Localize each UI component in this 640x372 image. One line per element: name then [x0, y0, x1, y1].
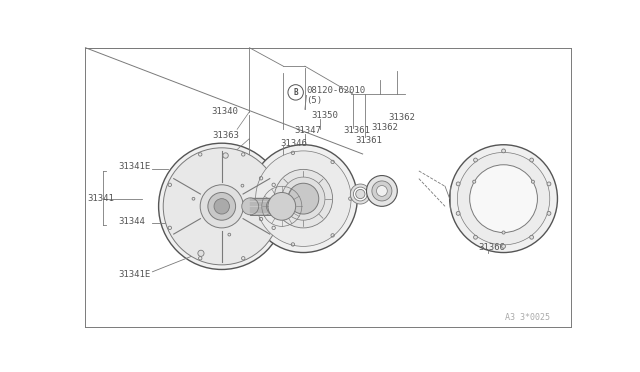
Circle shape: [458, 153, 550, 245]
Circle shape: [547, 182, 551, 186]
Circle shape: [367, 176, 397, 206]
Circle shape: [214, 199, 230, 214]
Circle shape: [198, 250, 204, 256]
Circle shape: [208, 192, 236, 220]
Text: 31363: 31363: [212, 131, 239, 140]
Circle shape: [372, 181, 392, 201]
Circle shape: [266, 198, 284, 215]
Circle shape: [242, 198, 259, 215]
Text: 31366: 31366: [478, 243, 505, 253]
Circle shape: [502, 244, 506, 248]
Circle shape: [200, 185, 243, 228]
Circle shape: [223, 153, 228, 158]
Circle shape: [450, 145, 557, 253]
Circle shape: [353, 187, 367, 201]
Circle shape: [531, 180, 534, 183]
Circle shape: [274, 169, 333, 228]
Circle shape: [547, 211, 551, 215]
Circle shape: [282, 177, 325, 220]
Text: 31340: 31340: [211, 107, 238, 116]
Text: 31350: 31350: [311, 111, 338, 120]
Text: 31361: 31361: [356, 136, 383, 145]
Circle shape: [288, 183, 319, 214]
Circle shape: [530, 158, 534, 162]
Text: A3 3*0025: A3 3*0025: [505, 313, 550, 322]
Circle shape: [255, 151, 351, 246]
Circle shape: [456, 182, 460, 186]
Text: 31362: 31362: [371, 123, 398, 132]
Circle shape: [268, 192, 296, 220]
Circle shape: [356, 189, 365, 199]
Text: 31341E: 31341E: [118, 162, 151, 171]
Circle shape: [474, 235, 477, 239]
Text: (5): (5): [307, 96, 323, 105]
Circle shape: [376, 186, 387, 196]
Text: 31361: 31361: [344, 126, 371, 135]
Circle shape: [250, 145, 357, 253]
Circle shape: [350, 184, 371, 204]
Circle shape: [474, 158, 477, 162]
Circle shape: [502, 231, 505, 234]
Text: 31341: 31341: [88, 194, 115, 203]
Text: 31341E: 31341E: [118, 270, 151, 279]
Circle shape: [456, 211, 460, 215]
Text: 31346: 31346: [280, 139, 307, 148]
Circle shape: [159, 143, 285, 269]
Circle shape: [473, 180, 476, 183]
Text: 31344: 31344: [118, 217, 145, 226]
Circle shape: [470, 165, 538, 232]
Circle shape: [530, 235, 534, 239]
Text: 31347: 31347: [294, 126, 321, 135]
Circle shape: [163, 148, 280, 265]
Bar: [250, 198, 275, 215]
Circle shape: [502, 149, 506, 153]
Text: 08120-62010: 08120-62010: [307, 86, 365, 95]
Text: B: B: [293, 88, 298, 97]
Text: 31362: 31362: [388, 112, 415, 122]
